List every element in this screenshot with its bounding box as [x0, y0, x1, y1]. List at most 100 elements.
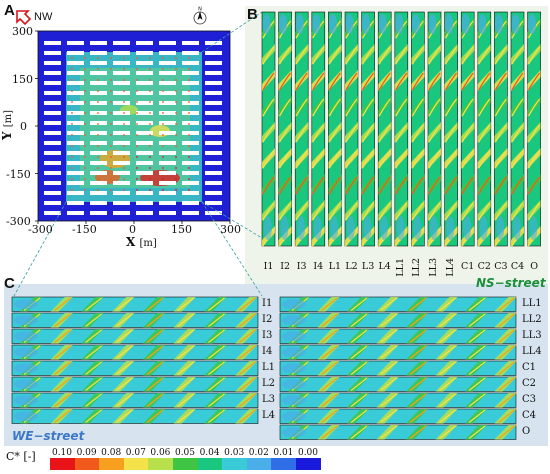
map-building-block [113, 91, 130, 95]
map-building-block [205, 121, 222, 125]
map-building-block [205, 131, 222, 135]
map-source-point [110, 189, 112, 191]
we-street-strip [11, 312, 259, 328]
we-street-strip [11, 408, 259, 424]
map-source-point [149, 68, 151, 70]
map-source-point [123, 101, 125, 103]
map-source-point [162, 68, 164, 70]
map-building-block [67, 131, 84, 135]
map-source-point [188, 90, 190, 92]
map-building-block [182, 81, 199, 85]
ns-street-strip [411, 11, 425, 247]
map-building-block [113, 121, 130, 125]
map-source-point [123, 79, 125, 81]
map-building-block [113, 41, 130, 45]
map-building-block [182, 71, 199, 75]
ns-street-strip [377, 11, 392, 247]
map-source-point [175, 145, 177, 147]
map-source-point [162, 167, 164, 169]
map-source-point [84, 123, 86, 125]
map-source-point [97, 156, 99, 158]
map-building-block [159, 211, 176, 215]
map-source-point [149, 123, 151, 125]
map-building-block [67, 211, 84, 215]
map-building-block [90, 201, 107, 205]
map-building-block [44, 81, 61, 85]
map-building-block [159, 41, 176, 45]
map-source-point [123, 68, 125, 70]
map-source-point [175, 123, 177, 125]
map-building-block [205, 201, 222, 205]
colorbar-tick-label: 0.01 [273, 448, 294, 458]
map-source-point [97, 101, 99, 103]
map-building-block [159, 51, 176, 55]
map-building-block [44, 71, 61, 75]
map-source-point [97, 167, 99, 169]
map-building-block [67, 181, 84, 185]
map-source-point [149, 90, 151, 92]
we-street-strip [279, 408, 517, 424]
colorbar-swatch [148, 458, 174, 470]
we-street-strip [279, 376, 517, 392]
map-building-block [182, 121, 199, 125]
map-source-point [71, 145, 73, 147]
y-tick-minus300: -300 [6, 215, 31, 228]
colorbar-tick-label: 0.06 [150, 448, 171, 458]
map-building-block [44, 181, 61, 185]
colorbar-swatch [99, 458, 125, 470]
map-building-block [136, 91, 153, 95]
colorbar-tick-label: 0.07 [125, 448, 146, 458]
map-building-block [113, 151, 130, 155]
ns-street-title: NS−street [476, 276, 546, 290]
map-building-block [90, 91, 107, 95]
ns-street-strip [328, 11, 342, 247]
panel-letter-a: A [4, 2, 15, 19]
map-source-point [162, 90, 164, 92]
ns-street-label-l3: L3 [361, 261, 375, 272]
map-building-block [136, 41, 153, 45]
map-building-block [113, 181, 130, 185]
map-building-block [113, 201, 130, 205]
map-source-point [188, 57, 190, 59]
map-source-point [123, 134, 125, 136]
map-building-block [67, 61, 84, 65]
map-building-block [44, 141, 61, 145]
map-source-point [71, 90, 73, 92]
ns-street-strip [494, 11, 508, 247]
map-source-point [149, 79, 151, 81]
colorbar-swatch [296, 458, 322, 470]
map-building-block [113, 61, 130, 65]
map-source-point [136, 134, 138, 136]
map-source-point [175, 112, 177, 114]
map-building-block [90, 151, 107, 155]
map-source-point [136, 90, 138, 92]
ns-street-label-l2: L2 [345, 261, 358, 272]
ns-street-strip [477, 11, 492, 247]
ns-street-strip [294, 11, 309, 247]
map-building-block [113, 141, 130, 145]
map-source-point [149, 167, 151, 169]
colorbar-swatch [50, 458, 76, 470]
map-building-block [136, 101, 153, 105]
ns-street-strip [361, 11, 375, 247]
map-building-block [205, 101, 222, 105]
map-source-point [162, 79, 164, 81]
map-source-point [136, 79, 138, 81]
ns-street-label-l1: L1 [328, 261, 342, 272]
map-building-block [67, 151, 84, 155]
map-building-block [159, 101, 176, 105]
map-building-block [113, 101, 130, 105]
we-street-label-c4: C4 [522, 410, 537, 421]
map-source-point [149, 57, 151, 59]
map-building-block [159, 141, 176, 145]
map-source-point [188, 123, 190, 125]
map-building-block [113, 71, 130, 75]
we-street-strip [11, 392, 259, 408]
map-building-block [113, 171, 130, 175]
colorbar-swatch [246, 458, 272, 470]
map-source-point [175, 189, 177, 191]
map-building-block [67, 121, 84, 125]
map-building-block [90, 121, 107, 125]
map-source-point [71, 68, 73, 70]
we-street-strip [279, 312, 517, 328]
